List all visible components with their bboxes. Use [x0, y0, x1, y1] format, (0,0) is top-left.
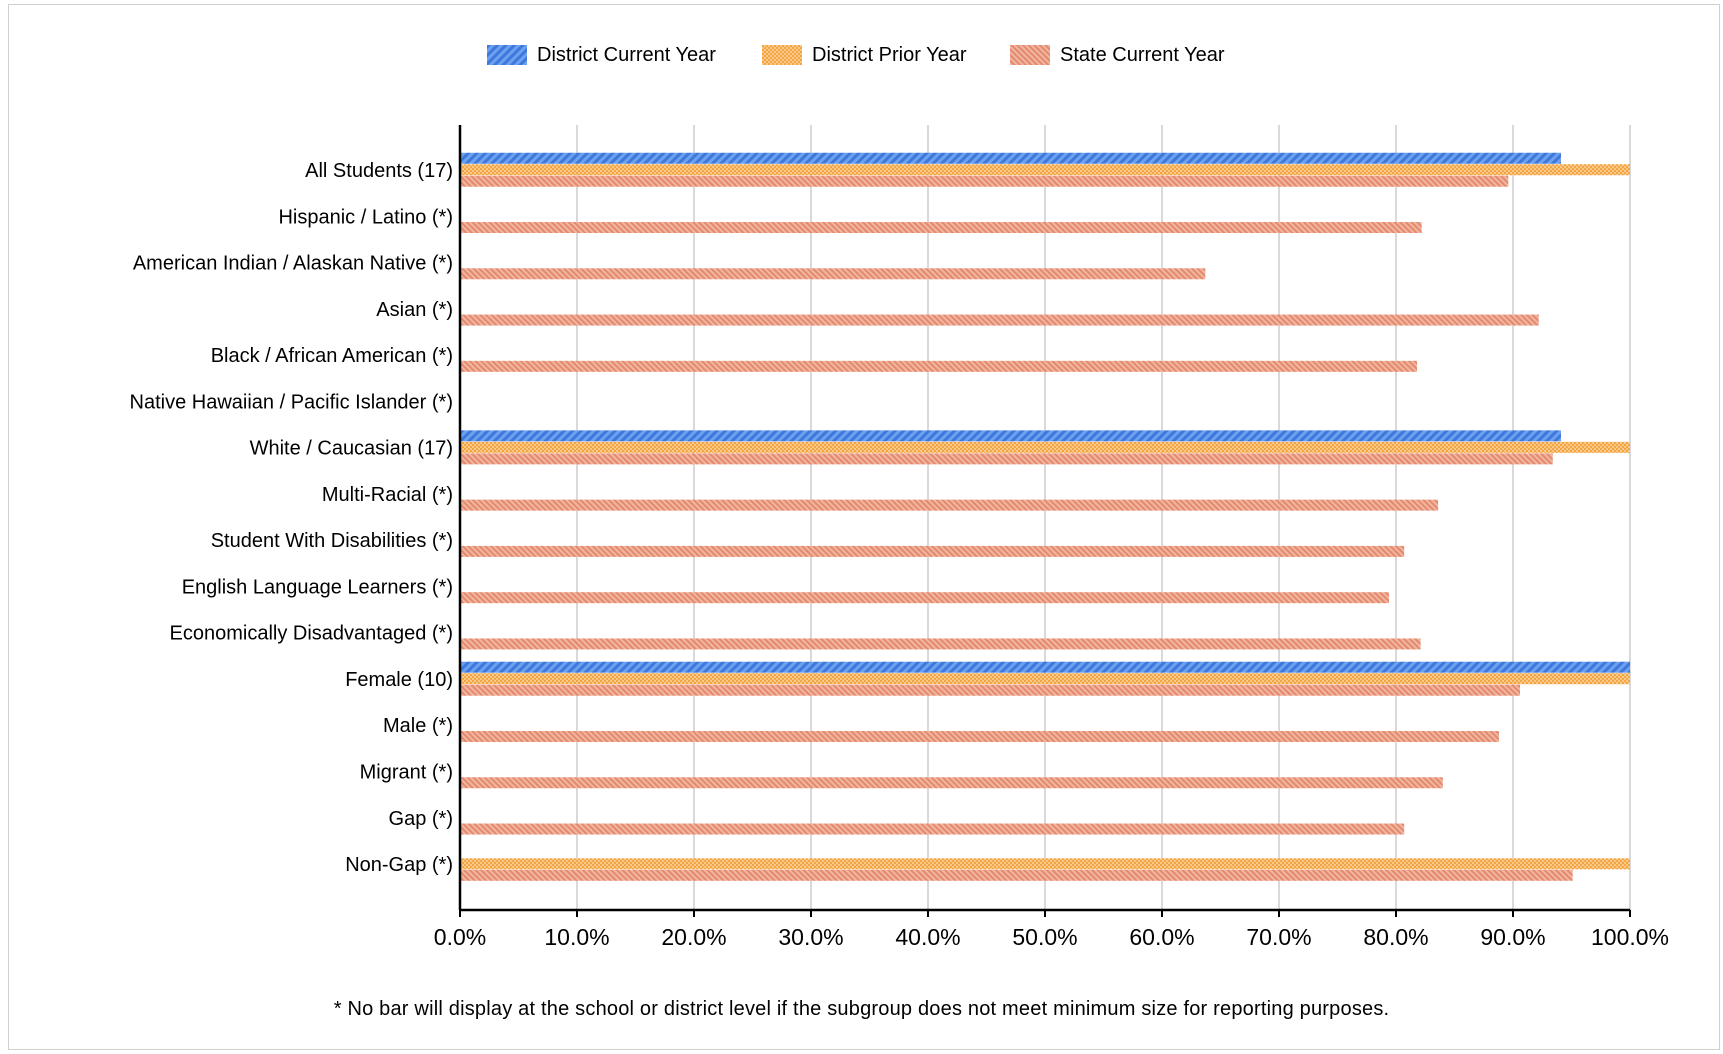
- category-label-migrant: Migrant (*): [360, 762, 453, 784]
- x-tick-label: 60.0%: [1129, 924, 1194, 950]
- axes: [458, 125, 1631, 917]
- bar-chart: All Students (17) Hispanic / Latino (*) Am…: [130, 125, 1669, 950]
- footnote: * No bar will display at the school or d…: [333, 998, 1390, 1020]
- gridlines: [576, 125, 1631, 910]
- x-tick-label: 20.0%: [661, 924, 726, 950]
- bar-state-current-year-asian: [460, 314, 1539, 326]
- bar-state-current-year-female-10: [460, 684, 1521, 696]
- x-tick-label: 0.0%: [434, 924, 486, 950]
- category-label-male: Male (*): [383, 715, 453, 737]
- bar-state-current-year-migrant: [460, 777, 1443, 789]
- bar-state-current-year-male: [460, 730, 1499, 742]
- category-label-female-10: Female (10): [345, 669, 453, 691]
- category-label-non-gap: Non-Gap (*): [345, 854, 453, 876]
- legend-swatch-state-current-year: [1010, 45, 1050, 65]
- x-tick-label: 90.0%: [1480, 924, 1545, 950]
- legend-item-district-prior-year: District Prior Year: [762, 40, 967, 70]
- category-labels: All Students (17) Hispanic / Latino (*) Am…: [130, 160, 453, 876]
- bar-district-current-year-all-students-17: [460, 152, 1561, 164]
- legend-item-state-current-year: State Current Year: [1010, 40, 1225, 70]
- bar-state-current-year-white-caucasian-17: [460, 453, 1553, 465]
- bar-state-current-year-black-african-american: [460, 360, 1418, 372]
- category-label-white-caucasian-17: White / Caucasian (17): [250, 438, 453, 460]
- bar-district-current-year-female-10: [460, 661, 1630, 673]
- x-tick-label: 10.0%: [544, 924, 609, 950]
- bar-district-current-year-white-caucasian-17: [460, 430, 1561, 442]
- x-tick-label: 80.0%: [1363, 924, 1428, 950]
- x-tick-label: 100.0%: [1591, 924, 1669, 950]
- x-tick-label: 70.0%: [1246, 924, 1311, 950]
- bar-state-current-year-american-indian-alaskan-native: [460, 268, 1206, 280]
- category-label-asian: Asian (*): [376, 299, 453, 321]
- category-label-economically-disadvantaged: Economically Disadvantaged (*): [170, 623, 453, 645]
- bar-district-prior-year-all-students-17: [460, 164, 1630, 176]
- bar-district-prior-year-non-gap: [460, 858, 1630, 870]
- bar-state-current-year-multi-racial: [460, 499, 1439, 511]
- chart-legend: District Current Year District Prior Yea…: [0, 40, 1723, 70]
- legend-swatch-district-prior-year: [762, 45, 802, 65]
- chart-frame: [8, 4, 1720, 1050]
- bar-state-current-year-non-gap: [460, 869, 1573, 881]
- legend-label-state-current-year: State Current Year: [1060, 43, 1225, 66]
- legend-swatch-district-current-year: [487, 45, 527, 65]
- bar-district-prior-year-female-10: [460, 673, 1630, 685]
- category-label-student-with-disabilities: Student With Disabilities (*): [211, 530, 453, 552]
- x-tick-labels: 0.0% 10.0% 20.0% 30.0% 40.0% 50.0% 60.0% 70.0% 8…: [434, 924, 1669, 950]
- bar-state-current-year-gap: [460, 823, 1405, 835]
- category-label-native-hawaiian-pacific-islander: Native Hawaiian / Pacific Islander (*): [130, 391, 453, 413]
- bar-state-current-year-english-language-learners: [460, 592, 1389, 604]
- bars: [460, 152, 1630, 881]
- category-label-hispanic-latino: Hispanic / Latino (*): [278, 206, 453, 228]
- category-label-all-students-17: All Students (17): [305, 160, 453, 182]
- bar-district-prior-year-white-caucasian-17: [460, 441, 1630, 453]
- x-tick-label: 30.0%: [778, 924, 843, 950]
- category-label-gap: Gap (*): [389, 808, 453, 830]
- bar-state-current-year-student-with-disabilities: [460, 545, 1405, 557]
- x-tick-label: 40.0%: [895, 924, 960, 950]
- bar-state-current-year-hispanic-latino: [460, 222, 1422, 234]
- bar-state-current-year-all-students-17: [460, 175, 1509, 187]
- category-label-multi-racial: Multi-Racial (*): [322, 484, 453, 506]
- legend-label-district-current-year: District Current Year: [537, 43, 716, 66]
- bar-state-current-year-economically-disadvantaged: [460, 638, 1421, 650]
- category-label-english-language-learners: English Language Learners (*): [182, 576, 453, 598]
- x-tick-label: 50.0%: [1012, 924, 1077, 950]
- legend-item-district-current-year: District Current Year: [487, 40, 716, 70]
- legend-label-district-prior-year: District Prior Year: [812, 43, 967, 66]
- category-label-black-african-american: Black / African American (*): [211, 345, 453, 367]
- category-label-american-indian-alaskan-native: American Indian / Alaskan Native (*): [133, 253, 453, 275]
